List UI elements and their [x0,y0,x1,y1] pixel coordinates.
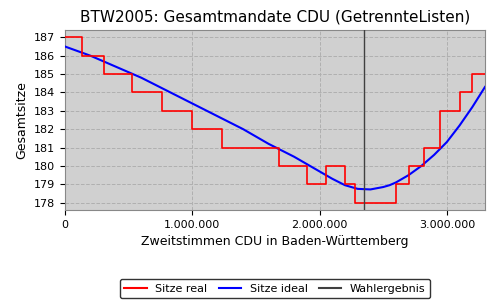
Sitze real [342,182,348,186]
Sitze real [342,164,348,168]
Sitze ideal [368,188,374,191]
Sitze real [304,164,310,168]
Sitze real [352,182,358,186]
Title: BTW2005: Gesamtmandate CDU (GetrennteListen): BTW2005: Gesamtmandate CDU (GetrennteLis… [80,10,470,25]
Sitze real [438,109,444,112]
X-axis label: Zweitstimmen CDU in Baden-Württemberg: Zweitstimmen CDU in Baden-Württemberg [142,235,409,248]
Sitze real [456,91,462,94]
Sitze real [158,91,164,94]
Sitze real [421,164,427,168]
Sitze real [102,54,107,58]
Sitze real [406,182,411,186]
Sitze ideal [354,187,360,191]
Sitze real [393,201,399,205]
Sitze ideal [62,45,68,48]
Sitze real [304,182,310,186]
Sitze real [470,72,476,76]
Sitze ideal [418,164,424,168]
Sitze ideal [406,173,411,177]
Sitze real [218,146,224,149]
Sitze real [260,146,266,149]
Sitze real [406,164,411,168]
Sitze real [260,146,266,149]
Legend: Sitze real, Sitze ideal, Wahlergebnis: Sitze real, Sitze ideal, Wahlergebnis [120,279,430,298]
Sitze real [102,72,107,76]
Sitze ideal [444,140,450,144]
Sitze real [62,35,68,39]
Sitze ideal [380,185,386,189]
Sitze ideal [190,102,196,105]
Sitze real [158,109,164,112]
Sitze real [190,109,196,112]
Sitze real [230,146,236,149]
Sitze real [276,164,282,168]
Sitze ideal [214,115,220,118]
Sitze real [456,109,462,112]
Sitze real [276,146,282,149]
Sitze ideal [266,142,272,146]
Sitze ideal [470,105,476,109]
Sitze real [230,146,236,149]
Sitze ideal [88,54,94,58]
Sitze ideal [316,169,322,173]
Y-axis label: Gesamtsitze: Gesamtsitze [16,81,28,159]
Sitze ideal [291,155,297,158]
Line: Sitze ideal: Sitze ideal [65,46,485,189]
Sitze real [130,72,136,76]
Sitze ideal [482,85,488,89]
Sitze real [393,182,399,186]
Sitze real [482,72,488,76]
Sitze real [438,146,444,149]
Sitze ideal [386,183,392,187]
Sitze real [323,182,329,186]
Sitze ideal [164,89,170,92]
Sitze ideal [342,183,348,187]
Sitze real [190,128,196,131]
Sitze ideal [431,153,437,157]
Sitze ideal [456,124,462,127]
Sitze real [352,201,358,205]
Sitze real [130,91,136,94]
Sitze ideal [138,76,144,80]
Sitze ideal [330,177,336,181]
Sitze ideal [240,128,246,131]
Sitze real [421,146,427,149]
Sitze ideal [393,181,399,184]
Sitze real [218,128,224,131]
Sitze real [323,164,329,168]
Line: Sitze real: Sitze real [65,37,485,203]
Sitze real [470,91,476,94]
Sitze ideal [113,65,119,68]
Sitze real [78,54,84,58]
Sitze real [78,35,84,39]
